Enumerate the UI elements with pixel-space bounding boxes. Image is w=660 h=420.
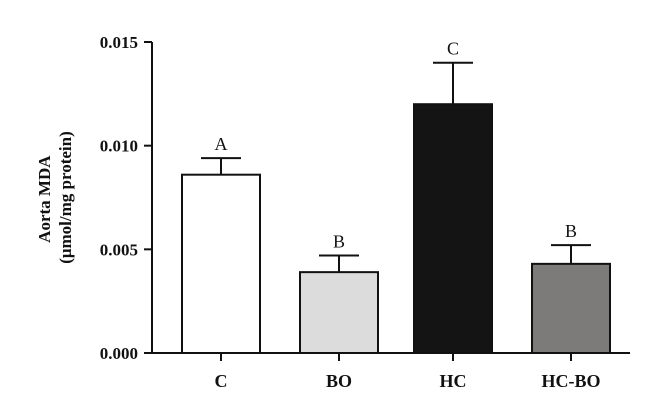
significance-letter: B bbox=[333, 232, 345, 252]
significance-letter: C bbox=[447, 39, 459, 59]
x-categories-layer: C BO HC HC-BO bbox=[215, 353, 601, 391]
y-axis-title-line2: (μmol/mg protein) bbox=[56, 131, 75, 264]
bar bbox=[181, 173, 261, 354]
x-category-label: C bbox=[215, 371, 228, 391]
x-category-label: HC-BO bbox=[541, 371, 600, 391]
significance-letters-layer: A B C B bbox=[215, 39, 578, 252]
significance-letter: A bbox=[215, 134, 228, 154]
y-tick-label: 0.005 bbox=[100, 240, 138, 259]
axes-layer bbox=[151, 42, 630, 354]
error-bars-layer bbox=[201, 61, 591, 273]
x-category-label: BO bbox=[326, 371, 352, 391]
y-tick-label: 0.000 bbox=[100, 344, 138, 363]
bars-layer bbox=[181, 103, 611, 355]
bar bbox=[413, 103, 493, 354]
y-tick-label: 0.010 bbox=[100, 137, 138, 156]
y-tick-label: 0.015 bbox=[100, 33, 138, 52]
y-axis-title-line1: Aorta MDA bbox=[35, 155, 54, 243]
y-ticks-layer: 0.000 0.005 0.010 0.015 bbox=[100, 33, 152, 363]
y-axis-title: Aorta MDA (μmol/mg protein) bbox=[35, 131, 75, 264]
bar bbox=[299, 271, 379, 355]
bar bbox=[531, 262, 611, 355]
x-category-label: HC bbox=[440, 371, 467, 391]
significance-letter: B bbox=[565, 221, 577, 241]
